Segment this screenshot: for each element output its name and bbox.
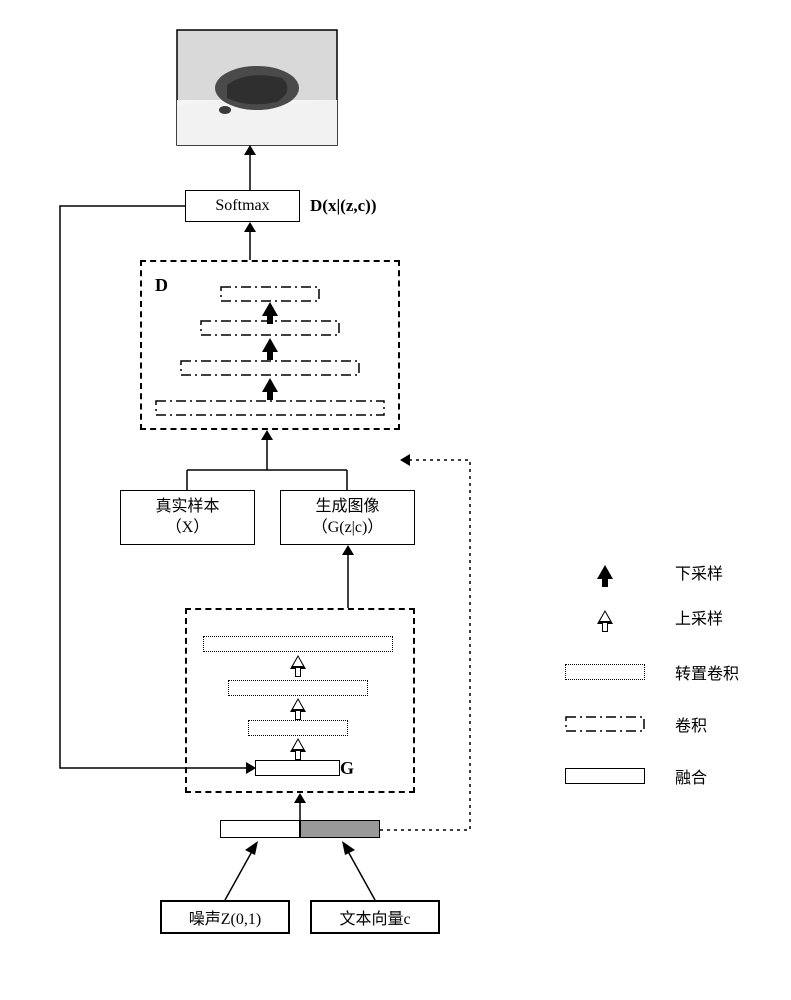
g-arrow-2 bbox=[290, 655, 306, 669]
legend-row-3: 卷积 bbox=[560, 712, 707, 736]
d-arrow-2 bbox=[262, 302, 278, 316]
arrow-g-gen bbox=[338, 545, 358, 608]
legend-label-3: 卷积 bbox=[675, 712, 707, 736]
dotted-rect-icon bbox=[560, 664, 650, 680]
feedback-right-dotted bbox=[380, 460, 500, 830]
input-bar-white bbox=[220, 820, 300, 838]
softmax-side-label: D(x|(z,c)) bbox=[310, 196, 377, 216]
d-arrow-0 bbox=[262, 378, 278, 392]
input-bar-gray bbox=[300, 820, 380, 838]
legend-row-1: 上采样 bbox=[560, 605, 723, 629]
output-image bbox=[177, 30, 337, 145]
legend-row-2: 转置卷积 bbox=[560, 660, 739, 684]
g-arrow-0 bbox=[290, 738, 306, 752]
dashdot-rect-icon bbox=[560, 716, 650, 732]
g-arrow-1 bbox=[290, 698, 306, 712]
text-vector-box: 文本向量c bbox=[310, 900, 440, 934]
legend-label-0: 下采样 bbox=[675, 560, 723, 584]
legend-label-2: 转置卷积 bbox=[675, 660, 739, 684]
g-fusion-layer bbox=[255, 760, 340, 776]
legend-label-1: 上采样 bbox=[675, 605, 723, 629]
g-layer-0 bbox=[248, 720, 348, 736]
hollow-arrow-icon bbox=[560, 610, 650, 624]
arrow-softmax-image bbox=[240, 145, 260, 190]
solid-rect-icon bbox=[560, 768, 650, 784]
legend-row-0: 下采样 bbox=[560, 560, 723, 584]
arrow-input-g bbox=[290, 793, 310, 820]
d-arrow-1 bbox=[262, 338, 278, 352]
gen-line1: 生成图像 bbox=[315, 497, 379, 518]
generator-label: G bbox=[340, 758, 354, 779]
filled-arrow-icon bbox=[560, 565, 650, 579]
feedback-left bbox=[60, 206, 260, 776]
legend-row-4: 融合 bbox=[560, 764, 707, 788]
legend-label-4: 融合 bbox=[675, 764, 707, 788]
arrow-text-input bbox=[325, 838, 385, 900]
gen-line2: （G(z|c)） bbox=[312, 518, 384, 539]
arrow-noise-input bbox=[215, 838, 275, 900]
noise-box: 噪声Z(0,1) bbox=[160, 900, 290, 934]
